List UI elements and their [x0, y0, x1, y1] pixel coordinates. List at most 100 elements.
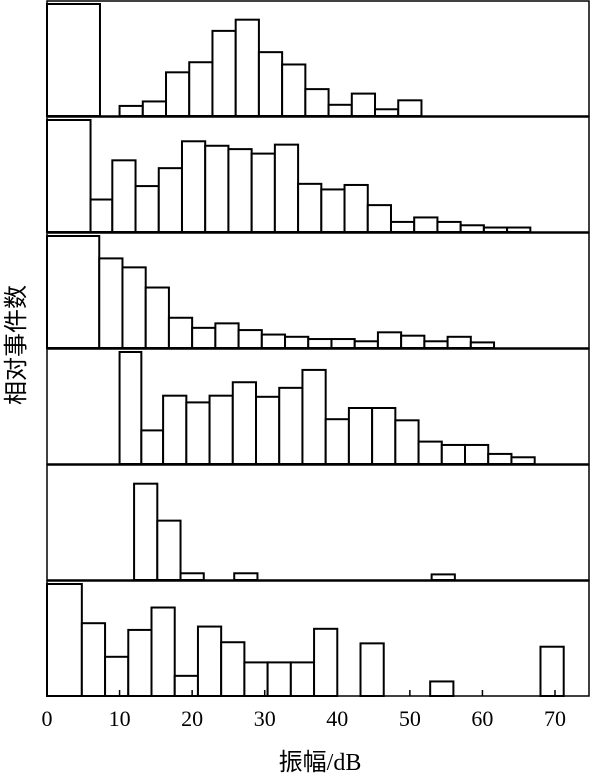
- histogram-bar: [234, 18, 260, 117]
- histogram-bar: [376, 331, 403, 350]
- histogram-bar: [46, 3, 101, 117]
- histogram-bar: [46, 583, 83, 697]
- histogram-bar: [80, 622, 107, 698]
- histogram-bar: [413, 216, 439, 234]
- histogram-bar: [330, 338, 356, 350]
- y-axis-label: 相对事件数: [3, 285, 30, 405]
- histogram-bar: [180, 140, 207, 233]
- histogram-panel-2: [46, 116, 590, 234]
- histogram-bar: [250, 152, 276, 234]
- histogram-bar: [162, 394, 188, 465]
- histogram-bar: [185, 401, 211, 465]
- x-tick-label: 40: [326, 706, 348, 731]
- x-axis-label: 振幅/dB: [279, 749, 362, 776]
- histogram-bar: [469, 341, 496, 349]
- histogram-panel-4: [46, 348, 590, 466]
- histogram-bar: [144, 286, 170, 349]
- histogram-bar: [366, 204, 392, 233]
- histogram-bar: [278, 386, 304, 465]
- histogram-bar: [400, 334, 426, 349]
- histogram-bar: [227, 148, 253, 233]
- histogram-bar: [320, 188, 346, 234]
- histogram-bar: [273, 143, 300, 233]
- histogram-bar: [46, 119, 92, 233]
- histogram-bar: [397, 99, 423, 117]
- histogram-bar: [446, 335, 472, 349]
- histogram-bar: [173, 674, 199, 698]
- histogram-bar: [118, 351, 143, 465]
- histogram-bar: [389, 220, 416, 233]
- histogram-bar: [233, 572, 259, 582]
- x-tick-label: 50: [399, 706, 421, 731]
- histogram-bar: [179, 572, 205, 582]
- histogram-bar: [297, 182, 323, 233]
- histogram-bar: [118, 104, 144, 117]
- histogram-bar: [133, 482, 159, 581]
- x-tick-label: 30: [254, 706, 276, 731]
- histogram-bar: [430, 573, 456, 582]
- histogram-bar: [350, 92, 377, 117]
- histogram-bar: [487, 452, 513, 466]
- histogram-bar: [359, 642, 385, 697]
- histogram-bar: [347, 407, 374, 465]
- histogram-bar: [506, 226, 532, 234]
- x-tick-label: 0: [42, 706, 53, 731]
- histogram-bar: [459, 224, 485, 233]
- histogram-bar: [231, 381, 258, 465]
- histogram-bar: [204, 144, 230, 233]
- histogram-bar: [121, 266, 147, 349]
- histogram-bar: [343, 183, 369, 234]
- histogram-bar: [111, 159, 137, 234]
- histogram-bar: [257, 51, 284, 117]
- x-tick-label: 60: [471, 706, 493, 731]
- histogram-bar: [191, 326, 217, 349]
- histogram-bar: [141, 100, 168, 118]
- panel-frame: [46, 464, 590, 581]
- histogram-panel-5: [46, 464, 590, 582]
- histogram-bar: [127, 628, 153, 697]
- histogram-bar: [165, 71, 191, 117]
- histogram-bar: [260, 333, 287, 349]
- x-tick-label: 70: [544, 706, 566, 731]
- histogram-bar: [208, 394, 234, 465]
- histogram-bar: [313, 627, 339, 697]
- histogram-bar: [157, 167, 183, 234]
- histogram-bar: [429, 680, 455, 698]
- histogram-bar: [211, 29, 237, 118]
- histogram-panel-3: [46, 232, 590, 350]
- x-axis-ticks: 0 10 20 30 40 50 60 70: [42, 690, 566, 731]
- histogram-bar: [482, 226, 509, 234]
- histogram-bar: [98, 257, 124, 349]
- histogram-bar: [156, 519, 182, 582]
- x-tick-label: 20: [181, 706, 203, 731]
- histogram-bar: [394, 419, 420, 466]
- histogram-bar: [167, 316, 194, 350]
- histogram-panels: [46, 0, 590, 698]
- histogram-bar: [510, 456, 536, 465]
- histogram-bar: [464, 443, 490, 465]
- histogram-bar: [266, 661, 292, 698]
- histogram-bar: [539, 645, 565, 697]
- histogram-bar: [140, 429, 165, 465]
- histogram-bar: [46, 235, 101, 349]
- histogram-bar: [134, 185, 160, 233]
- histogram-bar: [214, 322, 240, 349]
- histogram-bar: [281, 63, 307, 118]
- histogram-bar: [307, 338, 333, 350]
- histogram-bar: [436, 220, 462, 233]
- histogram-bar: [220, 641, 246, 697]
- x-tick-label: 10: [109, 706, 131, 731]
- histogram-bar: [284, 335, 310, 349]
- histogram-bar: [289, 661, 316, 698]
- histogram-bar: [374, 108, 400, 117]
- histogram-bar: [104, 655, 130, 697]
- histogram-bar: [327, 103, 353, 118]
- histogram-bar: [89, 198, 114, 234]
- histogram-bar: [188, 61, 214, 117]
- histogram-panel-6: [46, 580, 590, 698]
- histogram-bar: [255, 395, 281, 465]
- histogram-bar: [440, 443, 467, 465]
- histogram-bar: [304, 88, 330, 118]
- histogram-bar: [353, 340, 379, 349]
